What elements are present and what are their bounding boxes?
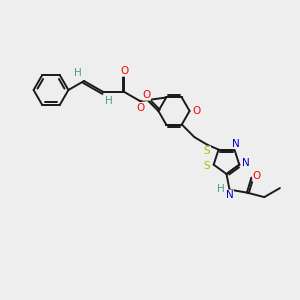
Text: O: O (192, 106, 200, 116)
Text: O: O (142, 90, 151, 100)
Text: S: S (204, 146, 210, 156)
Text: O: O (136, 103, 145, 113)
Text: H: H (74, 68, 81, 78)
Text: S: S (204, 161, 210, 171)
Text: N: N (226, 190, 233, 200)
Text: N: N (232, 139, 240, 148)
Text: H: H (217, 184, 225, 194)
Text: H: H (105, 95, 113, 106)
Text: O: O (120, 66, 129, 76)
Text: N: N (242, 158, 250, 168)
Text: O: O (253, 171, 261, 181)
